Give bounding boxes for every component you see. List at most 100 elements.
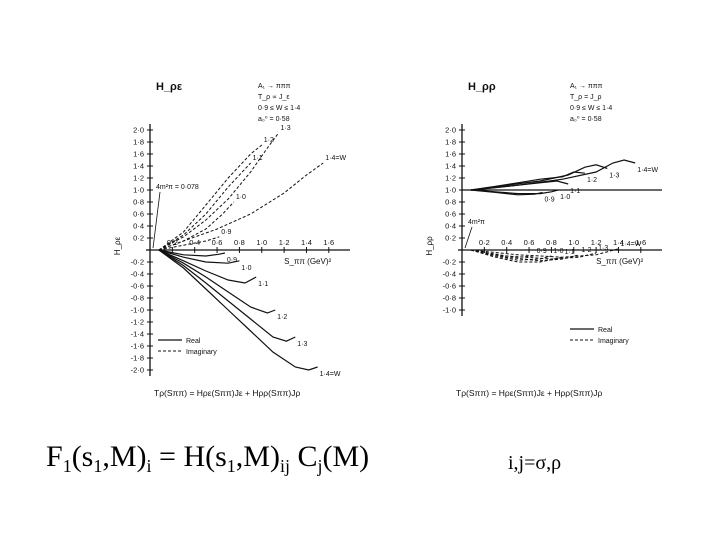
real-curve	[158, 249, 276, 314]
curve-label: 1·4=W	[325, 155, 346, 162]
imaginary-curve	[158, 236, 220, 251]
x-tick-label: 1·4	[613, 238, 624, 247]
panel-equation: Tρ(Sππ) = Hρε(Sππ)Jε + Hρρ(Sππ)Jρ	[154, 388, 300, 398]
curve-label: 1·4=W	[320, 371, 341, 378]
right-chart: 2·01·81·61·41·21·00·80·60·40·2-0·2-0·4-0…	[425, 81, 662, 398]
imaginary-curve	[470, 248, 619, 258]
panel-equation: Tρ(Sππ) = Hρε(Sππ)Jε + Hρρ(Sππ)Jρ	[456, 388, 602, 398]
curve-label: 1·0	[560, 194, 570, 201]
y-tick-label: -0·4	[131, 270, 144, 279]
y-axis-side-label: H_ρρ	[425, 236, 434, 256]
left-chart-panel: 2·0 1·8 1·6 1·4 1·2 1·0 0·8 0·6 0·4 0·2 -0·2 -0·4 -0…	[98, 74, 388, 404]
y-tick-label: -1·6	[131, 342, 144, 351]
y-tick-label: -0·4	[443, 270, 456, 279]
curve-label: 0·9	[537, 248, 547, 255]
curve-label: 1·1	[570, 188, 580, 195]
y-tick-label: -1·0	[131, 306, 144, 315]
y-axis-side-label: H_ρε	[113, 236, 122, 255]
formula: F1(s1,M)i = H(s1,M)ij Cj(M)	[46, 440, 370, 476]
x-tick-label: 1·6	[635, 238, 646, 247]
curve-label: 1·4=W	[637, 167, 658, 174]
header-annotation: a₀⁰ = 0·58	[570, 115, 602, 123]
header-annotation: T_ρ ∝ J_ε	[258, 94, 290, 101]
y-tick-label: -0·2	[443, 258, 456, 267]
left-chart: 2·0 1·8 1·6 1·4 1·2 1·0 0·8 0·6 0·4 0·2 -0·2 -0·4 -0…	[113, 81, 350, 398]
x-tick-label: 0·8	[234, 238, 245, 247]
right-chart-panel: 2·0 1·8 1·6 1·4 1·2 1·0 0·8 0·6 0·4 0·2 -0·2 -0·4 -0…	[410, 74, 700, 404]
x-axis-title: S_ππ (GeV)²	[284, 257, 331, 266]
x-tick-label: 0·6	[524, 238, 535, 247]
real-curve	[158, 249, 240, 264]
legend-imaginary-label: Imaginary	[186, 349, 217, 356]
curve-label: 1·0	[553, 248, 563, 255]
y-tick-label: 1·8	[445, 138, 456, 147]
curve-label: 1·1	[253, 155, 263, 162]
y-tick-label: 1·2	[133, 174, 144, 183]
curve-label: 1·3	[297, 341, 307, 348]
curve-label: 1·0	[241, 265, 251, 272]
legend-real-label: Real	[186, 338, 201, 345]
header-annotation: A₁ → πππ	[258, 83, 291, 90]
imaginary-curve	[470, 249, 563, 263]
y-tick-label: 0·6	[445, 210, 456, 219]
header-annotation: 0·9 ≤ W ≤ 1·4	[570, 105, 612, 112]
curve-label: 0·9	[544, 196, 554, 203]
y-tick-label: 0·6	[133, 210, 144, 219]
y-tick-label: -1·8	[131, 354, 144, 363]
curve-label: 1·2	[587, 177, 597, 184]
header-annotation: a₀⁰ = 0·58	[258, 115, 290, 123]
x-tick-label: 1·0	[568, 238, 579, 247]
threshold-label: 4m²π	[468, 219, 485, 226]
curve-label: 1·3	[609, 172, 619, 179]
y-tick-label: 1·6	[445, 150, 456, 159]
imaginary-curve	[158, 132, 279, 251]
index-definition: i,j=σ,ρ	[508, 452, 562, 474]
x-axis-title: S_ππ (GeV)²	[596, 257, 643, 266]
x-tick-label: 1·2	[591, 238, 602, 247]
real-curve	[158, 249, 296, 342]
y-tick-label: -0·2	[131, 258, 144, 267]
y-tick-label: -1·4	[131, 330, 144, 339]
y-tick-label: 0·8	[445, 198, 456, 207]
real-curve	[470, 164, 608, 191]
y-tick-label: -0·8	[443, 294, 456, 303]
imaginary-curve	[158, 162, 251, 251]
y-tick-label: 0·2	[445, 234, 456, 243]
real-curve	[470, 159, 636, 191]
imaginary-curve	[158, 144, 263, 251]
y-axis-title: H_ρε	[156, 81, 183, 93]
y-tick-label: 1·2	[445, 174, 456, 183]
y-tick-label: 0·2	[133, 234, 144, 243]
y-axis-title: H_ρρ	[468, 81, 496, 93]
y-tick-label: -0·8	[131, 294, 144, 303]
curve-label: 1·2	[277, 314, 287, 321]
curve-label: 1·1	[565, 249, 575, 256]
x-tick-label: 1·0	[256, 238, 267, 247]
y-tick-label: -0·6	[131, 282, 144, 291]
curve-label: 1·3	[281, 125, 291, 132]
y-tick-label: -1·0	[443, 306, 456, 315]
y-tick-label: -0·6	[443, 282, 456, 291]
x-tick-label: 1·2	[279, 238, 290, 247]
real-curve	[158, 249, 257, 284]
x-tick-label: 1·4	[301, 238, 312, 247]
x-tick-label: 0·4	[189, 238, 200, 247]
real-curve	[158, 249, 318, 371]
x-tick-label: 0·4	[501, 238, 512, 247]
header-annotation: T_ρ = J_ρ	[570, 94, 602, 101]
y-tick-label: 1·0	[133, 186, 144, 195]
imaginary-curve	[470, 249, 597, 260]
legend-real-label: Real	[598, 327, 613, 334]
curve-label: 1·2	[581, 247, 591, 254]
y-tick-label: 1·6	[133, 150, 144, 159]
y-tick-label: 1·0	[445, 186, 456, 195]
curve-label: 1·1	[258, 281, 268, 288]
curve-label: 0·9	[221, 229, 231, 236]
header-annotation: A₁ → πππ	[570, 83, 603, 90]
curve-label: 0·9	[227, 257, 237, 264]
imaginary-curve	[470, 249, 580, 262]
threshold-arrow	[152, 191, 161, 249]
y-tick-label: -2·0	[131, 366, 144, 375]
x-tick-label: 0·8	[546, 238, 557, 247]
y-tick-label: 2·0	[133, 126, 144, 135]
